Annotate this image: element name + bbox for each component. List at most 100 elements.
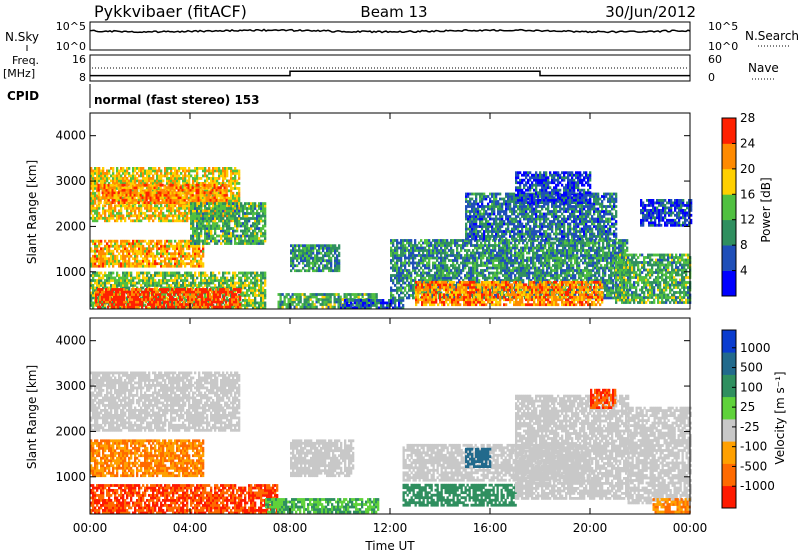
cell-power-cells-4 xyxy=(111,298,114,301)
cell-power-cells-0 xyxy=(138,214,141,218)
cell-power-cells-4 xyxy=(227,305,230,309)
cell-power-cells-5 xyxy=(252,207,255,210)
cell-power-cells-0 xyxy=(92,189,95,193)
cell-power-cells-0 xyxy=(148,179,151,183)
cell-power-cells-2 xyxy=(124,257,127,261)
cell-power-cells-0 xyxy=(174,219,177,223)
cell-power-cells-7 xyxy=(298,254,301,258)
cell-power-cells-1 xyxy=(117,196,120,200)
cell-power-cells-4 xyxy=(167,293,170,296)
cell-power-cells-5 xyxy=(222,222,225,225)
cell-power-cells-3 xyxy=(258,304,261,307)
cell-power-cells-0 xyxy=(150,214,153,218)
cell-power-cells-2 xyxy=(128,262,131,266)
cell-power-cells-3 xyxy=(202,271,205,275)
cell-power-cells-3 xyxy=(258,291,261,295)
cell-power-cells-0 xyxy=(160,172,163,175)
cell-power-cells-0 xyxy=(130,177,133,180)
cell-power-cells-8 xyxy=(356,299,359,302)
cell-power-cells-1 xyxy=(215,198,218,202)
cell-power-cells-3 xyxy=(154,286,157,290)
cell-power-cells-4 xyxy=(105,290,108,294)
cell-power-cells-3 xyxy=(144,276,147,280)
cell-power-cells-0 xyxy=(172,204,175,208)
cell-power-cells-0 xyxy=(126,177,129,180)
cell-power-cells-1 xyxy=(155,201,158,204)
cell-power-cells-1 xyxy=(117,183,120,187)
cell-power-cells-0 xyxy=(204,167,207,170)
cell-power-cells-2 xyxy=(130,247,133,251)
cell-power-cells-3 xyxy=(244,294,247,297)
cell-power-cells-1 xyxy=(203,186,206,190)
cell-power-cells-4 xyxy=(95,295,98,299)
cell-power-cells-0 xyxy=(230,167,233,170)
cell-power-cells-0 xyxy=(234,182,237,185)
cell-power-cells-0 xyxy=(188,172,191,175)
cell-power-cells-4 xyxy=(219,293,222,296)
cell-power-cells-5 xyxy=(250,204,253,208)
cell-power-cells-0 xyxy=(184,219,187,223)
cell-power-cells-3 xyxy=(212,286,215,290)
cell-power-cells-0 xyxy=(140,174,143,178)
cell-power-cells-4 xyxy=(227,288,230,291)
cell-power-cells-9 xyxy=(408,269,411,272)
cell-power-cells-3 xyxy=(102,274,105,277)
cell-power-cells-0 xyxy=(190,214,193,218)
cell-power-cells-9 xyxy=(394,289,397,292)
cell-power-cells-1 xyxy=(225,201,228,204)
cell-power-cells-3 xyxy=(176,276,179,280)
cell-power-cells-0 xyxy=(156,214,159,218)
cell-power-cells-5 xyxy=(198,237,201,240)
cell-power-cells-2 xyxy=(170,259,173,263)
cell-power-cells-0 xyxy=(132,219,135,223)
cell-power-cells-7 xyxy=(322,269,325,273)
cell-power-cells-3 xyxy=(98,274,101,277)
cell-power-cells-4 xyxy=(223,295,226,299)
cell-power-cells-2 xyxy=(136,252,139,256)
cell-power-cells-4 xyxy=(217,295,220,299)
cell-power-cells-5 xyxy=(226,239,229,243)
cell-power-cells-1 xyxy=(159,183,162,187)
cell-power-cells-1 xyxy=(111,201,114,204)
cell-power-cells-4 xyxy=(179,288,182,291)
cell-power-cells-5 xyxy=(246,217,249,220)
cell-power-cells-9 xyxy=(394,276,397,280)
cell-power-cells-0 xyxy=(212,174,215,178)
cell-power-cells-4 xyxy=(117,288,120,291)
cell-power-cells-1 xyxy=(145,196,148,200)
cell-power-cells-7 xyxy=(324,244,327,248)
cell-power-cells-3 xyxy=(206,284,209,287)
cell-power-cells-9 xyxy=(402,291,405,295)
cell-power-cells-4 xyxy=(181,290,184,294)
cell-power-cells-5 xyxy=(212,214,215,218)
cell-power-cells-0 xyxy=(92,219,95,223)
cell-power-cells-6 xyxy=(375,293,378,296)
cell-power-cells-1 xyxy=(97,201,100,204)
cell-power-cells-8 xyxy=(340,306,343,310)
cell-power-cells-2 xyxy=(124,254,127,258)
cell-power-cells-5 xyxy=(264,212,267,215)
cell-power-cells-0 xyxy=(130,174,133,178)
cell-power-cells-3 xyxy=(204,294,207,297)
cell-power-cells-9 xyxy=(402,296,405,300)
cell-power-cells-0 xyxy=(110,174,113,178)
cell-power-cells-4 xyxy=(157,293,160,296)
cell-power-cells-4 xyxy=(155,293,158,296)
cell-power-cells-3 xyxy=(198,271,201,275)
cell-power-cells-2 xyxy=(178,249,181,253)
cell-power-cells-5 xyxy=(204,217,207,220)
cell-power-cells-0 xyxy=(178,179,181,183)
cell-power-cells-3 xyxy=(164,271,167,275)
cell-power-cells-5 xyxy=(254,239,257,243)
cell-power-cells-6 xyxy=(373,295,376,299)
cell-power-cells-2 xyxy=(120,254,123,258)
cell-power-cells-0 xyxy=(104,219,107,223)
cell-power-cells-1 xyxy=(153,196,156,200)
cell-power-cells-9 xyxy=(392,256,395,260)
cell-power-cells-3 xyxy=(222,294,225,297)
cell-power-cells-3 xyxy=(104,286,107,290)
cell-power-cells-1 xyxy=(127,188,130,192)
cell-power-cells-0 xyxy=(168,177,171,180)
cell-power-cells-2 xyxy=(102,249,105,253)
cell-power-cells-1 xyxy=(109,186,112,190)
